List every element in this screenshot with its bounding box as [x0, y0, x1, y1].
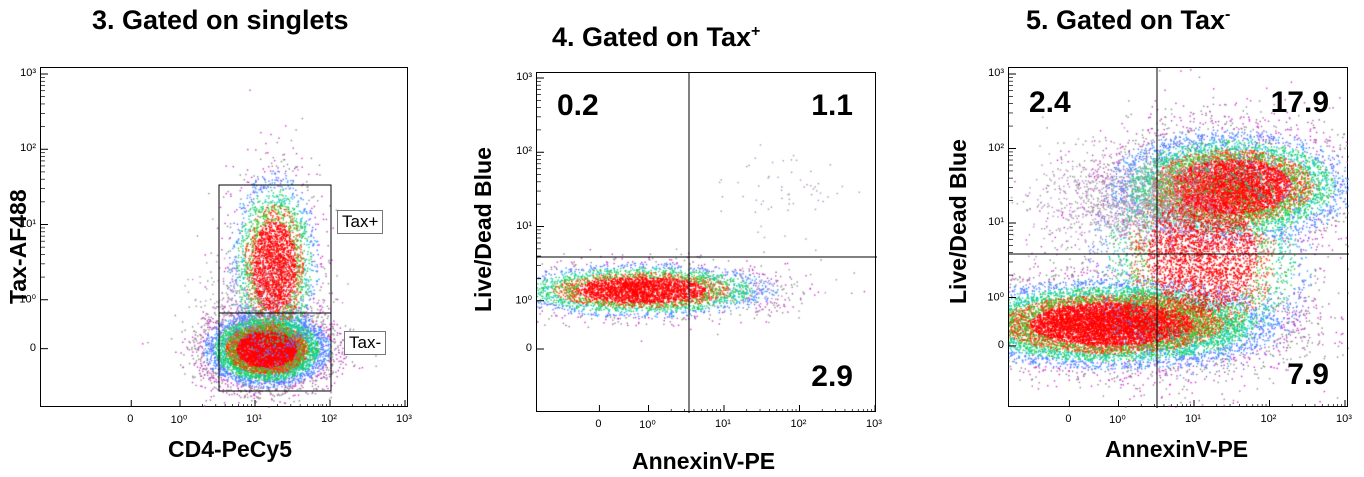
panel3-title: 5. Gated on Tax- — [1026, 5, 1230, 36]
x-tick-label: 10⁰ — [171, 413, 188, 426]
y-tick-label: 0 — [998, 339, 1004, 351]
y-tick-label: 10² — [20, 142, 36, 154]
panel2-title: 4. Gated on Tax+ — [552, 22, 760, 53]
panel1-title: 3. Gated on singlets — [92, 5, 349, 36]
y-tick-label: 10¹ — [988, 216, 1004, 228]
panel2-y-axis-label: Live/Dead Blue — [470, 147, 497, 312]
x-tick-label: 10³ — [396, 413, 412, 425]
panel3-y-axis-label: Live/Dead Blue — [945, 139, 972, 304]
gate-label-tax-plus: Tax+ — [337, 210, 383, 234]
y-tick-label: 10³ — [988, 67, 1004, 79]
x-tick-label: 0 — [595, 418, 601, 430]
panel3-quadrant-lower-right: 7.9 — [1287, 358, 1329, 392]
y-tick-label: 10¹ — [516, 220, 532, 232]
y-tick-label: 10¹ — [20, 218, 36, 230]
y-tick-label: 10³ — [516, 71, 532, 83]
panel1-axes — [41, 68, 409, 408]
x-tick-label: 10³ — [866, 418, 882, 430]
x-tick-label: 10² — [791, 418, 807, 430]
gate-tax-minus — [219, 313, 331, 391]
y-tick-label: 0 — [526, 342, 532, 354]
x-tick-label: 10¹ — [1185, 413, 1201, 425]
panel2-quadrant-upper-right: 1.1 — [811, 89, 853, 123]
panel2-quadrant-lower-right: 2.9 — [811, 360, 853, 394]
x-tick-label: 0 — [127, 413, 133, 425]
y-tick-label: 10⁰ — [987, 290, 1004, 303]
y-tick-label: 10² — [516, 145, 532, 157]
panel2-plot-area: 0.2 1.1 2.9 — [536, 72, 876, 412]
x-tick-label: 10¹ — [715, 418, 731, 430]
panel1-x-axis-label: CD4-PeCy5 — [168, 436, 292, 463]
x-tick-label: 10⁰ — [639, 418, 656, 431]
y-tick-label: 10² — [988, 142, 1004, 154]
x-tick-label: 10⁰ — [1109, 413, 1126, 426]
x-tick-label: 10¹ — [246, 413, 262, 425]
panel1-y-axis-label: Tax-AF488 — [5, 189, 32, 304]
y-tick-label: 10⁰ — [515, 293, 532, 306]
gate-label-tax-minus: Tax- — [344, 331, 386, 355]
panel3-plot-area: 2.4 17.9 7.9 — [1008, 67, 1348, 407]
panel3-quadrant-upper-right: 17.9 — [1271, 86, 1329, 120]
panel3-x-axis-label: AnnexinV-PE — [1105, 436, 1248, 463]
x-tick-label: 10³ — [1336, 413, 1352, 425]
y-tick-label: 10³ — [20, 67, 36, 79]
x-tick-label: 10² — [321, 413, 337, 425]
panel2-x-axis-label: AnnexinV-PE — [632, 448, 775, 475]
x-tick-label: 0 — [1065, 413, 1071, 425]
panel3-quadrant-upper-left: 2.4 — [1029, 86, 1071, 120]
y-tick-label: 10⁰ — [19, 292, 36, 305]
y-tick-label: 0 — [30, 342, 36, 354]
gate-tax-plus — [219, 185, 331, 313]
panel1-plot-area — [40, 67, 408, 407]
x-tick-label: 10² — [1261, 413, 1277, 425]
panel2-quadrant-upper-left: 0.2 — [557, 89, 599, 123]
